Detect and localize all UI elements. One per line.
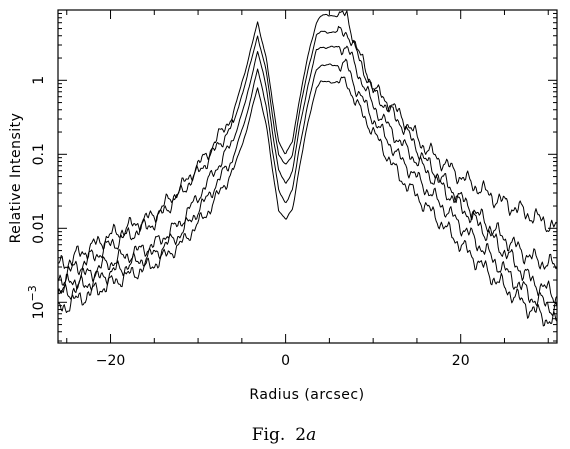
series-line-1 — [58, 10, 558, 269]
y-tick-label: 10−3 — [26, 285, 47, 319]
y-tick-label: 0.1 — [31, 143, 47, 165]
y-tick-label: 1 — [31, 76, 47, 85]
y-tick-label-base: 10 — [31, 301, 47, 319]
series-line-5 — [57, 76, 558, 327]
series-layer — [57, 10, 558, 327]
series-line-3 — [57, 45, 558, 304]
y-tick-label-exponent: −3 — [26, 285, 39, 301]
x-tick-label: 20 — [452, 353, 470, 369]
x-axis-label: Radius (arcsec) — [249, 387, 364, 403]
x-tick-label: −20 — [96, 353, 126, 369]
figure-caption: Fig. 2a — [252, 425, 317, 445]
y-axis-label: Relative Intensity — [8, 113, 24, 244]
series-line-4 — [57, 58, 558, 317]
caption-letter: a — [306, 425, 316, 445]
caption-number: 2 — [295, 425, 306, 445]
x-axis-ticks: −20 0 20 — [66, 10, 549, 369]
y-axis-ticks: 1 0.1 0.01 10−3 — [26, 12, 557, 342]
x-tick-label: 0 — [281, 353, 290, 369]
caption-fig: Fig. — [252, 425, 286, 445]
y-tick-label: 0.01 — [31, 213, 47, 244]
series-line-2 — [57, 25, 558, 286]
